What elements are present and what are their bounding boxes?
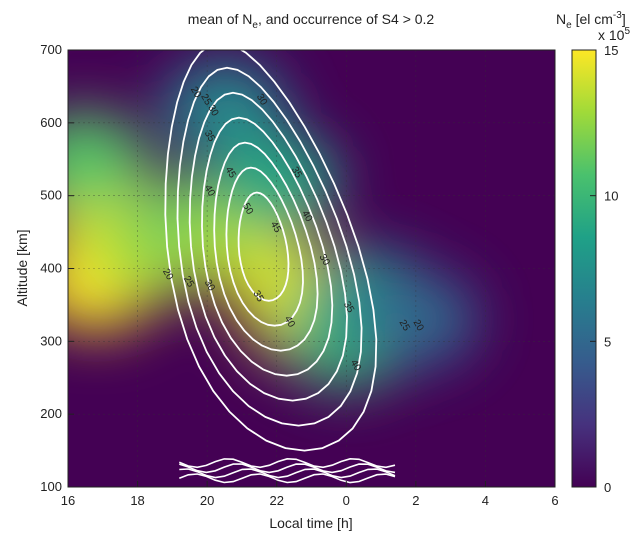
x-tick-label: 4 <box>482 493 489 508</box>
contour-lines <box>164 50 396 484</box>
contour-label-20: 20 <box>188 85 203 101</box>
contour-20 <box>164 50 378 452</box>
grid <box>68 50 555 487</box>
x-tick-label: 18 <box>130 493 144 508</box>
contour-label-30: 30 <box>317 252 332 268</box>
x-tick-label: 6 <box>551 493 558 508</box>
contour-40 <box>213 141 319 352</box>
contour-label-40: 40 <box>348 358 363 374</box>
x-tick-label: 2 <box>412 493 419 508</box>
y-axis: 100 200 300 400 500 600 700 <box>40 42 74 494</box>
y-tick-label: 400 <box>40 261 62 276</box>
x-tick-label: 20 <box>200 493 214 508</box>
contour-low-2 <box>179 463 396 474</box>
contour-30 <box>188 91 348 402</box>
contour-label-20: 20 <box>410 318 425 334</box>
y-axis-label: Altitude [km] <box>14 229 30 306</box>
contour-label-35: 35 <box>341 300 356 316</box>
colorbar-label: Ne [el cm-3] <box>556 10 626 31</box>
x-tick-label: 16 <box>61 493 75 508</box>
contour-label-50: 50 <box>240 201 255 217</box>
y-tick-label: 100 <box>40 479 62 494</box>
contour-low-3 <box>178 457 396 469</box>
x-axis: 16 18 20 22 0 2 4 6 <box>61 481 559 508</box>
contour-label-40: 40 <box>299 209 314 225</box>
contour-label-45: 45 <box>223 165 238 181</box>
contour-35 <box>201 116 334 377</box>
y-tick-label: 500 <box>40 188 62 203</box>
y-tick-label: 600 <box>40 115 62 130</box>
x-axis-label: Local time [h] <box>269 515 352 531</box>
contour-label-25: 25 <box>397 318 412 334</box>
contour-label-35: 35 <box>250 289 265 305</box>
heatmap-blob-10 <box>353 271 478 368</box>
contour-25 <box>176 66 363 427</box>
x-tick-label: 0 <box>343 493 350 508</box>
contour-label-20: 20 <box>160 267 175 283</box>
colorbar-bar <box>571 49 597 488</box>
colorbar-tick-label: 15 <box>604 43 618 58</box>
contour-label-30: 30 <box>254 92 269 108</box>
contour-50 <box>237 191 290 302</box>
chart-title: mean of Ne, and occurrence of S4 > 0.2 <box>188 11 435 31</box>
contour-low-1 <box>179 468 396 479</box>
heatmap-blob-2 <box>68 111 148 208</box>
colorbar-tick-label: 0 <box>604 480 611 495</box>
contour-low-0 <box>179 473 396 484</box>
colorbar: 0 5 10 15 Ne [el cm-3] x 105 <box>556 10 630 495</box>
contour-label-30: 30 <box>202 278 217 294</box>
heatmap-blob-11 <box>162 60 287 157</box>
contour-label-45: 45 <box>268 220 283 236</box>
y-tick-label: 200 <box>40 406 62 421</box>
contour-label-25: 25 <box>181 274 196 290</box>
colorbar-tick-label: 10 <box>604 189 618 204</box>
contour-45 <box>225 166 304 327</box>
contour-label-35: 35 <box>202 129 217 145</box>
contour-label-35: 35 <box>289 165 304 181</box>
colorbar-tick-label: 5 <box>604 334 611 349</box>
x-tick-label: 22 <box>269 493 283 508</box>
contour-label-40: 40 <box>202 183 217 199</box>
colorbar-ticks: 0 5 10 15 <box>590 43 618 495</box>
contour-label-40: 40 <box>282 314 297 330</box>
y-tick-label: 700 <box>40 42 62 57</box>
contour-labels: 2020202525253030303035353535404040404545… <box>160 85 426 374</box>
y-tick-label: 300 <box>40 333 62 348</box>
colorbar-multiplier: x 105 <box>598 26 630 43</box>
contour-label-30: 30 <box>205 103 220 119</box>
plot-area: 2020202525253030303035353535404040404545… <box>67 49 556 488</box>
contour-label-25: 25 <box>198 92 213 108</box>
